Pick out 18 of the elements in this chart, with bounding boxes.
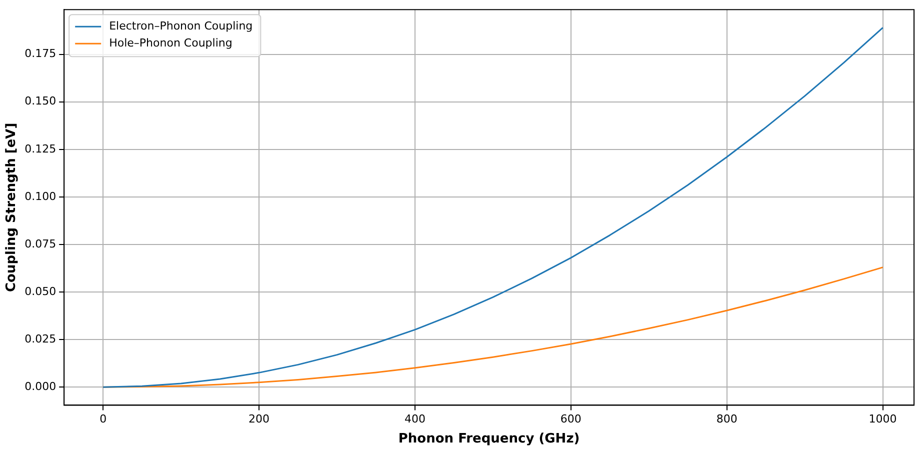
y-tick-label: 0.100 [24,190,56,203]
y-tick-label: 0.050 [24,284,56,298]
x-tick-label: 200 [248,412,270,426]
y-tick-label: 0.150 [24,94,56,108]
y-axis-title: Coupling Strength [eV] [4,122,20,292]
x-tick-label: 400 [404,412,426,426]
y-tick-label: 0.125 [24,142,56,156]
x-tick-label: 1000 [868,412,897,426]
x-tick-label: 600 [560,412,582,426]
y-tick-label: 0.075 [24,237,56,250]
x-tick-label: 0 [100,412,107,426]
legend-label: Electron–Phonon Coupling [109,19,253,32]
y-tick-label: 0.175 [24,47,56,60]
y-tick-label: 0.025 [24,332,56,346]
y-tick-label: 0.000 [24,380,56,393]
x-axis-title: Phonon Frequency (GHz) [398,432,580,447]
x-tick-label: 800 [716,412,738,426]
legend-label: Hole–Phonon Coupling [109,36,232,50]
